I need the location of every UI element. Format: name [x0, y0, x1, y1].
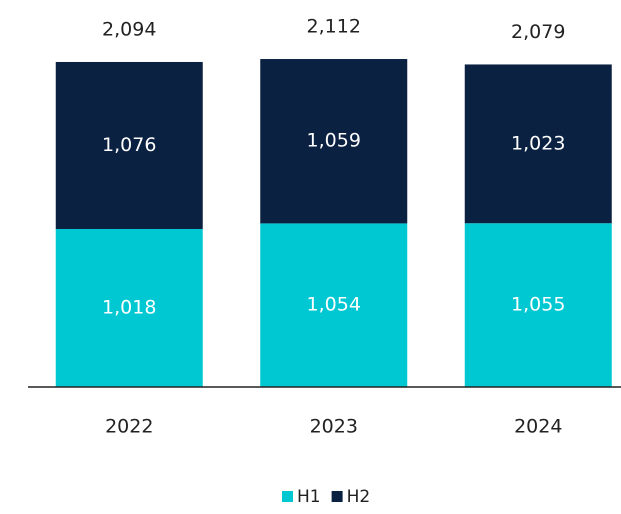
data-label: 1,018: [102, 296, 156, 318]
total-label: 2,079: [511, 21, 565, 43]
legend-swatch: [282, 491, 293, 502]
bar-segment: [464, 223, 612, 387]
total-label: 2,112: [307, 16, 361, 38]
x-tick-label: 2022: [105, 416, 153, 438]
data-label: 1,055: [511, 294, 565, 316]
bar-segment: [55, 228, 203, 387]
x-tick-label: 2024: [514, 416, 562, 438]
legend-label: H2: [347, 487, 371, 507]
data-label: 1,054: [307, 294, 361, 316]
bar-segment: [55, 61, 203, 229]
total-label: 2,094: [102, 18, 156, 40]
bar-segment: [260, 223, 408, 387]
legend-swatch: [331, 491, 343, 502]
x-tick-label: 2023: [310, 416, 358, 438]
legend-label: H1: [297, 487, 321, 507]
bar-segment: [464, 64, 612, 224]
bar-segment: [260, 59, 408, 224]
data-label: 1,023: [511, 132, 565, 154]
data-label: 1,076: [102, 134, 156, 156]
data-label: 1,059: [307, 130, 361, 152]
